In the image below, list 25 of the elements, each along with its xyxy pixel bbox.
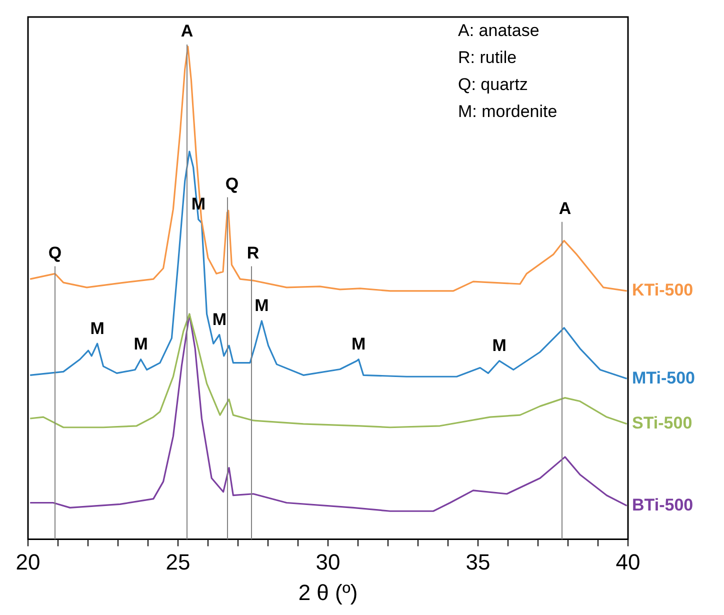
annotation: Q [225, 174, 239, 194]
series-label: STi-500 [632, 414, 692, 433]
x-tick-label: 30 [316, 549, 340, 574]
series-label: BTi-500 [632, 495, 694, 514]
annotation: M [134, 334, 148, 354]
annotation: M: mordenite [458, 102, 558, 122]
x-axis-title: 2 θ (º) [298, 580, 358, 605]
annotation: M [254, 296, 269, 316]
annotation: M [352, 334, 366, 354]
annotation: M [90, 318, 104, 338]
annotation: Q: quartz [458, 75, 528, 94]
annotation: M [492, 336, 506, 356]
series-label: MTi-500 [632, 368, 695, 388]
annotation: A [558, 199, 572, 218]
annotation: M [212, 310, 226, 329]
annotation: R [246, 243, 260, 262]
x-tick-label: 35 [466, 549, 490, 574]
annotation: R: rutile [458, 48, 517, 68]
annotation: A [180, 22, 194, 41]
x-tick-label: 40 [616, 549, 640, 574]
x-tick-label: 25 [166, 549, 190, 574]
x-tick-label: 20 [16, 549, 40, 574]
series-label: KTi-500 [632, 280, 694, 300]
text: A: anatase [458, 21, 540, 40]
annotation: Q [48, 243, 62, 262]
